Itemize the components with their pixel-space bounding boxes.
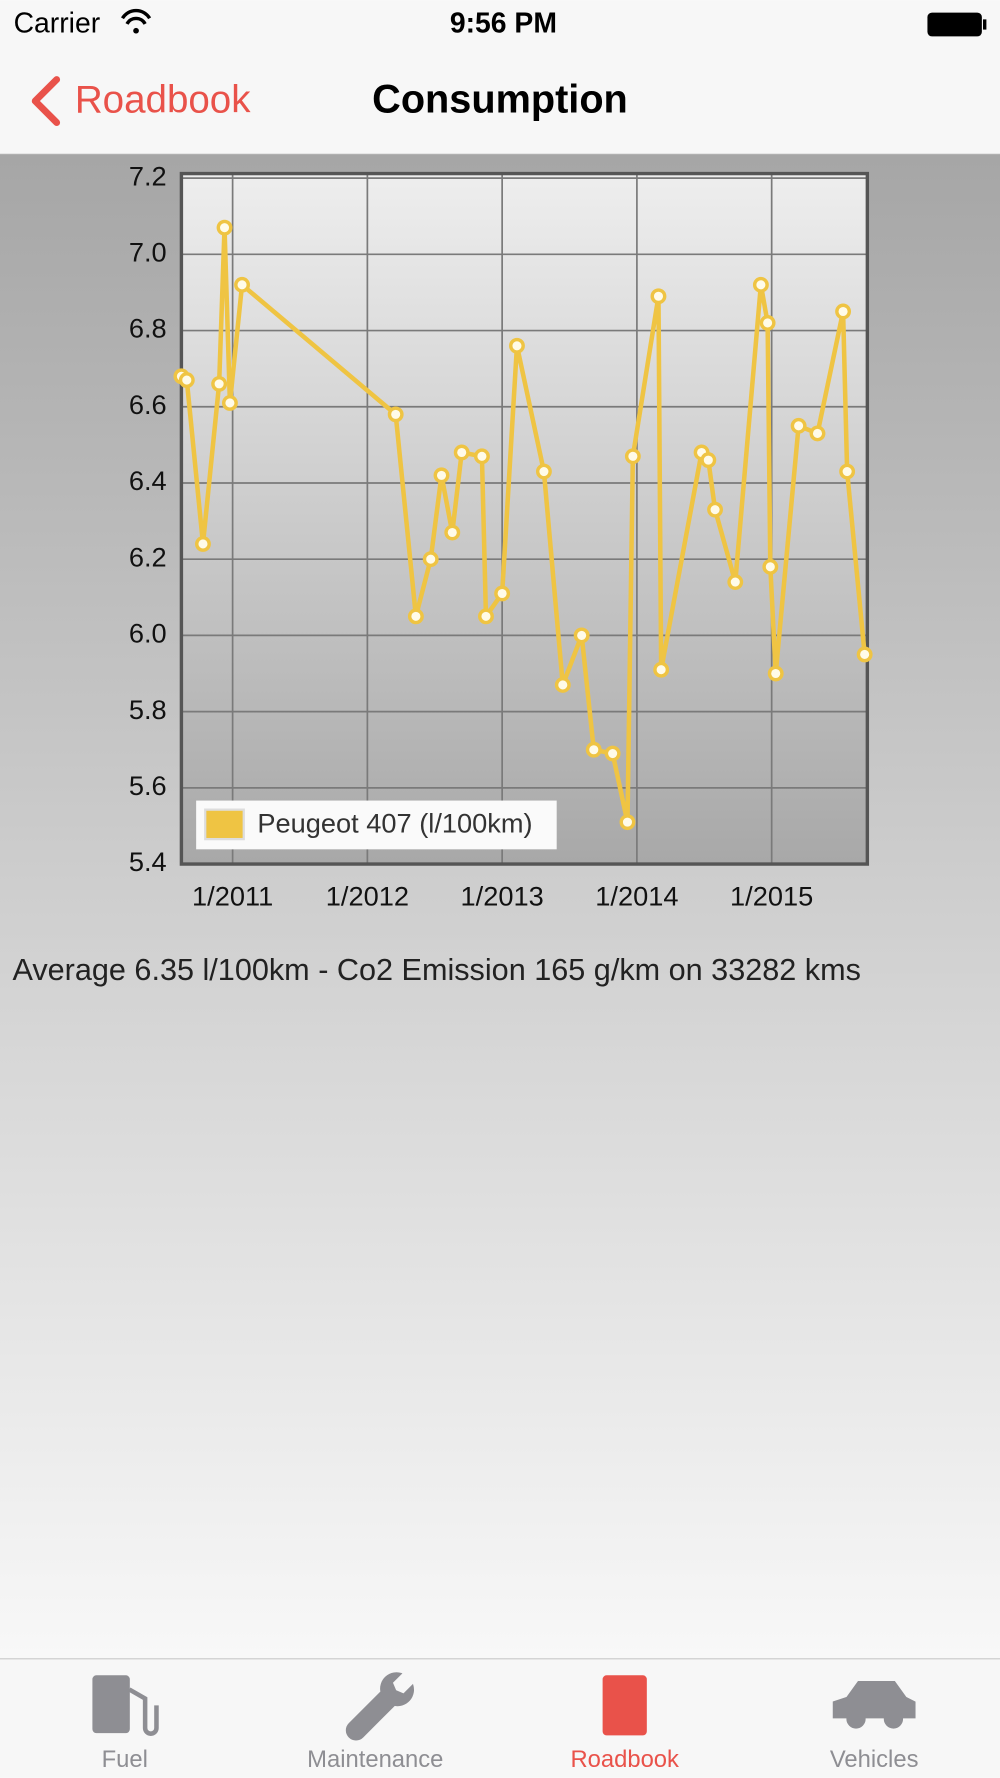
data-point — [727, 574, 744, 590]
data-point — [700, 452, 717, 469]
tab-label[interactable]: Maintenance — [307, 1746, 443, 1773]
data-point — [759, 314, 776, 331]
data-point — [433, 467, 450, 484]
battery — [927, 12, 982, 37]
data-point — [211, 375, 228, 392]
x-tick-label: 1/2013 — [461, 880, 544, 911]
nav-background — [0, 0, 1000, 155]
roadbook-icon[interactable] — [602, 1675, 647, 1736]
data-point — [221, 395, 238, 411]
wifi-icon — [120, 8, 152, 25]
data-point — [216, 219, 233, 236]
data-point — [767, 665, 784, 682]
y-tick-label: 5.4 — [129, 846, 167, 877]
data-point — [478, 608, 494, 625]
data-point — [407, 608, 424, 625]
maintenance-icon[interactable] — [345, 1672, 414, 1741]
data-point — [604, 745, 621, 762]
data-point — [387, 406, 404, 423]
data-point — [835, 303, 852, 320]
summary: Average 6.35 l/100km - Co2 Emission 165 … — [12, 953, 860, 987]
x-tick-label: 1/2014 — [595, 880, 678, 911]
battery-tip — [982, 19, 987, 30]
y-tick-label: 6.6 — [129, 389, 167, 420]
y-tick-label: 7.2 — [129, 160, 167, 191]
legend: Peugeot 407 (l/100km) — [196, 800, 557, 850]
data-point — [494, 585, 511, 602]
data-point — [624, 448, 641, 465]
data-point — [585, 741, 602, 758]
y-tick-label: 6.4 — [129, 465, 167, 496]
back-button[interactable]: Roadbook — [75, 78, 251, 121]
tab-label[interactable]: Fuel — [102, 1746, 148, 1773]
data-point — [509, 337, 525, 354]
data-point — [762, 558, 779, 575]
tab-label[interactable]: Vehicles — [830, 1746, 919, 1773]
data-point — [650, 288, 667, 305]
data-point — [554, 677, 571, 693]
plot-area — [181, 173, 868, 865]
data-point — [752, 276, 769, 293]
y-tick-label: 7.0 — [129, 237, 167, 268]
data-point — [195, 536, 211, 552]
nav-title: Consumption — [372, 78, 628, 122]
y-tick-label: 5.8 — [129, 694, 167, 725]
wifi-dot — [133, 27, 139, 34]
y-tick-label: 6.0 — [129, 618, 167, 649]
x-tick-label: 1/2012 — [326, 880, 409, 911]
tab-label[interactable]: Roadbook — [570, 1746, 679, 1773]
x-tick-label: 1/2011 — [192, 880, 273, 911]
data-point — [178, 372, 195, 389]
back-chevron[interactable] — [31, 76, 61, 126]
y-tick-label: 6.8 — [129, 313, 167, 344]
legend-swatch — [204, 808, 245, 841]
data-point — [453, 444, 470, 461]
x-tick-label: 1/2015 — [730, 880, 813, 911]
plot-frame — [179, 171, 870, 866]
legend-box — [196, 800, 557, 850]
data-point — [573, 627, 590, 644]
vehicles-icon[interactable] — [832, 1680, 916, 1729]
y-tick-label: 6.2 — [129, 541, 167, 572]
tabs: Fuel Maintenance Roadbook Vehicles — [92, 1672, 919, 1773]
data-point — [856, 646, 873, 663]
data-point — [234, 276, 250, 293]
clock: 9:56 PM — [450, 8, 557, 40]
y-tick-label: 5.6 — [129, 770, 167, 801]
chart: 5.4 5.6 5.8 6.0 6.2 6.4 6.6 6.8 7.0 7.2 1/2011 1/20… — [129, 160, 873, 911]
data-point — [839, 463, 856, 480]
data-point — [619, 814, 636, 831]
legend-label: Peugeot 407 (l/100km) — [257, 808, 532, 839]
data-point — [473, 448, 490, 465]
data-point — [535, 463, 552, 480]
data-point — [809, 425, 826, 442]
data-point — [444, 524, 461, 541]
data-point — [422, 551, 439, 568]
data-point — [790, 417, 807, 434]
carrier: Carrier — [14, 8, 101, 40]
fuel-icon[interactable] — [92, 1675, 159, 1736]
data-point — [653, 661, 670, 678]
data-point — [707, 501, 724, 518]
